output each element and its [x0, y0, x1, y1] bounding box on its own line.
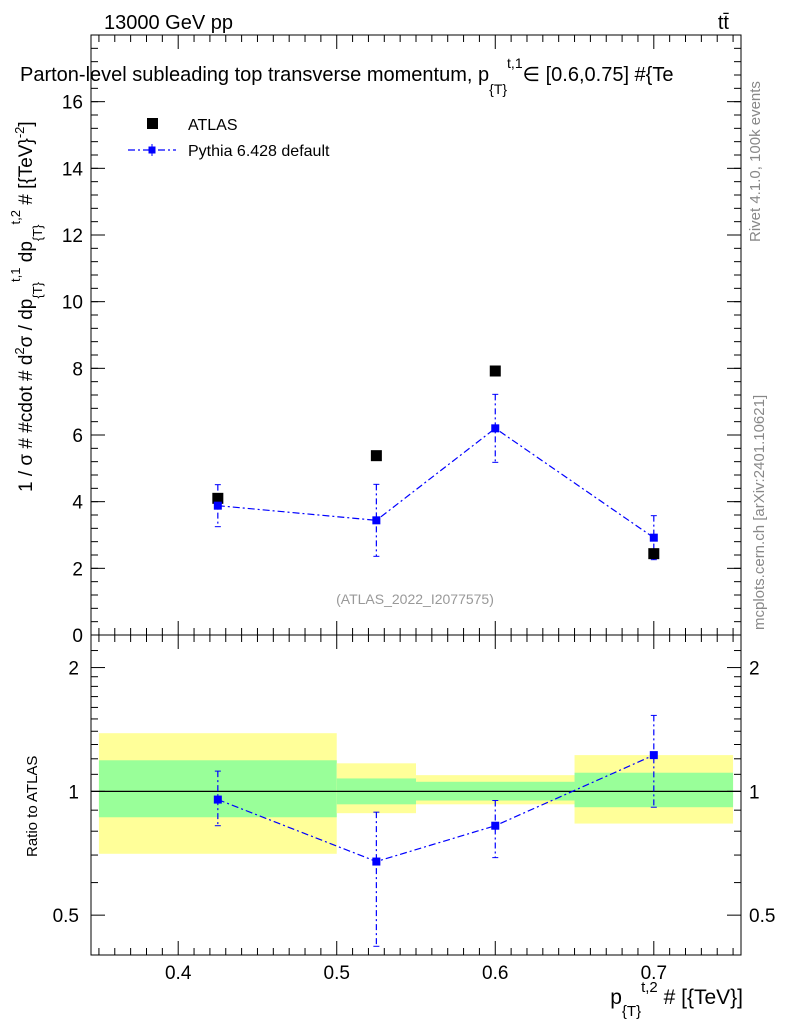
- main-y-tick-label: 10: [62, 293, 83, 314]
- ratio-pythia-line: [217, 754, 655, 863]
- legend-pythia-marker: [148, 146, 156, 154]
- process-label: tt̄: [718, 12, 730, 34]
- x-tick-label: 0.7: [641, 963, 667, 984]
- ratio-y-tick-label: 1: [68, 782, 79, 803]
- ratio-y-tick-label: 2: [68, 659, 79, 680]
- title-sub: {T}: [489, 81, 507, 97]
- ratio-data-layer: [213, 714, 658, 947]
- ratio-y-tick-label-right: 2: [749, 659, 760, 680]
- legend: ATLAS Pythia 6.428 default: [128, 117, 330, 160]
- x-tick-label: 0.5: [324, 963, 350, 984]
- ratio-pythia-point: [649, 751, 658, 760]
- atlas-point: [212, 492, 224, 504]
- pythia-point: [649, 533, 658, 542]
- atlas-point: [489, 365, 501, 377]
- ratio-y-tick-label: 0.5: [53, 906, 79, 927]
- pythia-point: [213, 501, 222, 510]
- atlas-point: [648, 548, 660, 560]
- ratio-y-axis-label: Ratio to ATLAS: [24, 756, 41, 857]
- energy-label: 13000 GeV pp: [104, 12, 233, 34]
- ratio-plot-frame: [90, 634, 742, 956]
- main-data-layer: [212, 365, 660, 561]
- ratio-pythia-point: [213, 795, 222, 804]
- main-title: Parton-level subleading top transverse m…: [20, 55, 673, 97]
- title-sup: t,1: [507, 55, 523, 71]
- rivet-version-label: Rivet 4.1.0, 100k events: [747, 81, 764, 242]
- legend-atlas-label: ATLAS: [188, 117, 238, 134]
- ratio-y-tick-label-right: 0.5: [749, 906, 775, 927]
- main-y-tick-label: 4: [72, 493, 83, 514]
- x-tick-label: 0.6: [482, 963, 508, 984]
- main-axis-ticks: 0 2 4 6 8 10 12 14 16: [62, 34, 741, 647]
- mcplots-label: mcplots.cern.ch [arXiv:2401.10621]: [751, 395, 768, 630]
- main-y-axis-label: 1 / σ # #cdot # d2σ / dp{T}t,1 dp{T}t,2 …: [8, 121, 45, 492]
- ratio-pythia-point: [372, 857, 381, 866]
- pythia-point: [372, 516, 381, 525]
- main-y-tick-label: 6: [72, 426, 83, 447]
- atlas-point: [370, 450, 382, 462]
- ratio-pythia-point: [491, 821, 500, 830]
- title-main: Parton-level subleading top transverse m…: [20, 64, 489, 86]
- ratio-uncertainty-bands: [98, 733, 734, 854]
- main-y-tick-label: 16: [62, 93, 83, 114]
- pythia-point: [491, 424, 500, 433]
- main-y-tick-label: 0: [72, 626, 83, 647]
- main-y-tick-label: 12: [62, 226, 83, 247]
- ratio-y-tick-label-right: 1: [749, 782, 760, 803]
- title-tail: ∈ [0.6,0.75] #{Te: [523, 64, 674, 86]
- main-y-tick-label: 8: [72, 359, 83, 380]
- legend-atlas-marker: [147, 118, 158, 129]
- pythia-series-line: [217, 427, 655, 539]
- main-y-tick-label: 2: [72, 559, 83, 580]
- legend-pythia-label: Pythia 6.428 default: [188, 143, 330, 160]
- ratio-axis-ticks: 0.5 0.5 1 1 2 2 0.4 0.5 0.6 0.7: [53, 635, 775, 984]
- x-tick-label: 0.4: [165, 963, 192, 984]
- main-y-tick-label: 14: [62, 159, 84, 180]
- analysis-watermark: (ATLAS_2022_I2077575): [336, 591, 494, 607]
- x-axis-label: p{T}t,2 # [{TeV}]: [610, 979, 743, 1020]
